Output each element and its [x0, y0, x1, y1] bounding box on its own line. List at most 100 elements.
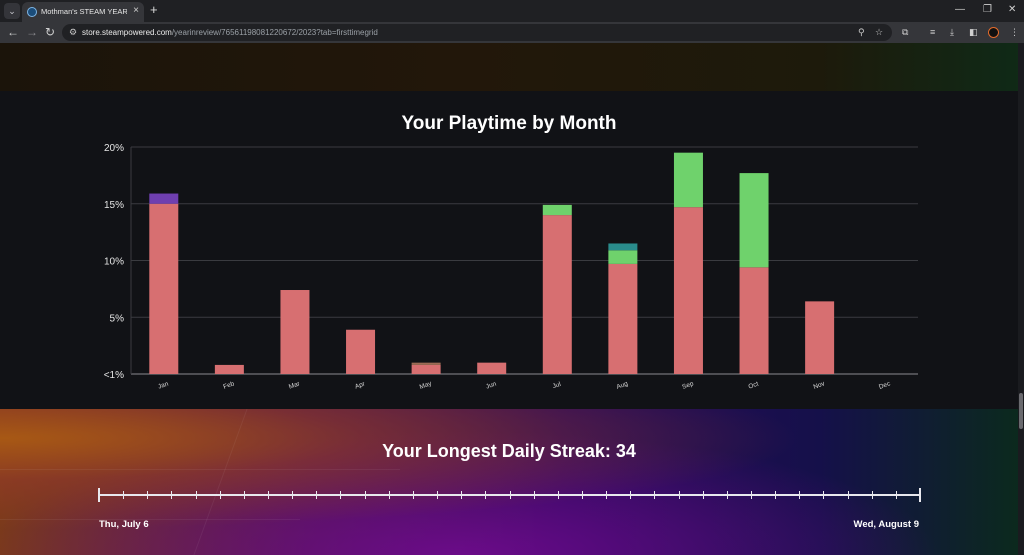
- timeline-tick: [365, 491, 366, 499]
- steam-favicon-icon: [27, 7, 37, 17]
- timeline-tick: [751, 491, 752, 499]
- bar-segment: [608, 243, 637, 250]
- side-panel-icon[interactable]: ◧: [969, 26, 978, 38]
- scrollbar-thumb[interactable]: [1019, 393, 1023, 429]
- streak-start-date: Thu, July 6: [99, 519, 149, 530]
- reload-icon[interactable]: ↻: [45, 25, 55, 39]
- tab-search-button[interactable]: ⌄: [4, 3, 20, 19]
- decorative-line: [0, 519, 300, 520]
- bar-segment: [740, 173, 769, 267]
- x-tick-label: Mar: [288, 380, 302, 391]
- timeline-tick: [872, 491, 873, 499]
- x-tick-label: Nov: [812, 380, 826, 391]
- timeline-tick: [799, 491, 800, 499]
- x-tick-label: Jan: [157, 380, 170, 390]
- decorative-line: [193, 409, 247, 555]
- page-content: Your Playtime by Month <1% 5% 10% 15% 20% Jan…: [0, 43, 1024, 555]
- url-text: store.steampowered.com/yearinreview/7656…: [82, 27, 378, 38]
- streak-section-background: [0, 409, 1024, 555]
- zoom-icon[interactable]: ⚲: [858, 26, 865, 39]
- x-tick-label: May: [419, 380, 434, 391]
- bar-segment: [149, 194, 178, 204]
- bar-segment: [608, 250, 637, 264]
- forward-icon[interactable]: →: [26, 25, 38, 39]
- timeline-tick: [98, 488, 100, 502]
- restore-icon[interactable]: ❐: [983, 3, 992, 17]
- tab-bar: ⌄ Mothman's STEAM YEAR IN RE × + — ❐ ✕: [0, 0, 1024, 22]
- timeline-tick: [823, 491, 824, 499]
- x-tick-label: Sep: [681, 380, 695, 391]
- x-tick-label: Jul: [552, 381, 563, 391]
- x-tick-label: Apr: [354, 380, 367, 390]
- bar-segment: [805, 301, 834, 374]
- x-tick-label: Aug: [616, 380, 630, 391]
- streak-title: Your Longest Daily Streak: 34: [0, 441, 1018, 462]
- x-tick-label: Jun: [485, 380, 498, 390]
- timeline-tick: [582, 491, 583, 499]
- close-window-icon[interactable]: ✕: [1008, 3, 1016, 17]
- decorative-line: [0, 469, 400, 470]
- playtime-chart: <1% 5% 10% 15% 20% Jan Feb Mar Apr May Jun Jul Aug Se…: [0, 43, 1018, 409]
- y-tick-label: 20%: [104, 143, 124, 154]
- bookmark-star-icon[interactable]: ☆: [875, 26, 883, 39]
- close-tab-icon[interactable]: ×: [133, 5, 139, 17]
- bar-segment: [215, 365, 244, 374]
- timeline-tick: [413, 491, 414, 499]
- minimize-icon[interactable]: —: [955, 3, 965, 17]
- profile-avatar[interactable]: [988, 27, 999, 38]
- timeline-tick: [534, 491, 535, 499]
- menu-kebab-icon[interactable]: ⋮: [1010, 26, 1019, 38]
- timeline-tick: [654, 491, 655, 499]
- bar-segment: [412, 363, 441, 365]
- timeline-tick: [461, 491, 462, 499]
- bar-segment: [543, 205, 572, 215]
- bar-segment: [346, 330, 375, 374]
- timeline-tick: [606, 491, 607, 499]
- media-control-icon[interactable]: ≡: [930, 26, 935, 38]
- site-info-icon[interactable]: ⚙: [69, 26, 77, 39]
- bar-segment: [740, 267, 769, 374]
- timeline-tick: [485, 491, 486, 499]
- tab-title: Mothman's STEAM YEAR IN RE: [41, 7, 127, 18]
- timeline-tick: [196, 491, 197, 499]
- x-tick-label: Feb: [222, 380, 235, 391]
- timeline-tick: [630, 491, 631, 499]
- y-tick-label: 5%: [110, 313, 125, 324]
- active-tab[interactable]: Mothman's STEAM YEAR IN RE ×: [22, 2, 144, 22]
- bar-segment: [674, 207, 703, 374]
- timeline-tick: [340, 491, 341, 499]
- bar-segment: [608, 264, 637, 374]
- timeline-tick: [558, 491, 559, 499]
- y-tick-label: 15%: [104, 200, 124, 211]
- extensions-icon[interactable]: ⧉: [902, 26, 908, 38]
- y-tick-label: 10%: [104, 257, 124, 268]
- timeline-tick: [316, 491, 317, 499]
- bar-segment: [149, 204, 178, 374]
- bar-segment: [412, 365, 441, 374]
- back-icon[interactable]: ←: [7, 25, 19, 39]
- timeline-tick: [147, 491, 148, 499]
- x-tick-label: Oct: [748, 381, 760, 391]
- bar-segment: [543, 215, 572, 374]
- timeline-tick: [123, 491, 124, 499]
- timeline-tick: [727, 491, 728, 499]
- timeline-tick: [919, 488, 921, 502]
- bar-segment: [280, 290, 309, 374]
- scrollbar[interactable]: [1018, 43, 1024, 555]
- address-bar[interactable]: ⚙ store.steampowered.com/yearinreview/76…: [62, 24, 892, 41]
- timeline-tick: [510, 491, 511, 499]
- timeline-tick: [775, 491, 776, 499]
- timeline-tick: [437, 491, 438, 499]
- timeline-tick: [896, 491, 897, 499]
- x-tick-label: Dec: [878, 380, 892, 391]
- timeline-tick: [703, 491, 704, 499]
- timeline-tick: [268, 491, 269, 499]
- download-icon[interactable]: ⤓: [950, 26, 954, 38]
- streak-end-date: Wed, August 9: [820, 519, 919, 530]
- bar-segment: [477, 363, 506, 374]
- timeline-tick: [389, 491, 390, 499]
- timeline-tick: [848, 491, 849, 499]
- timeline-tick: [220, 491, 221, 499]
- new-tab-button[interactable]: +: [150, 3, 158, 17]
- browser-toolbar: ← → ↻ ⚙ store.steampowered.com/yearinrev…: [0, 22, 1024, 43]
